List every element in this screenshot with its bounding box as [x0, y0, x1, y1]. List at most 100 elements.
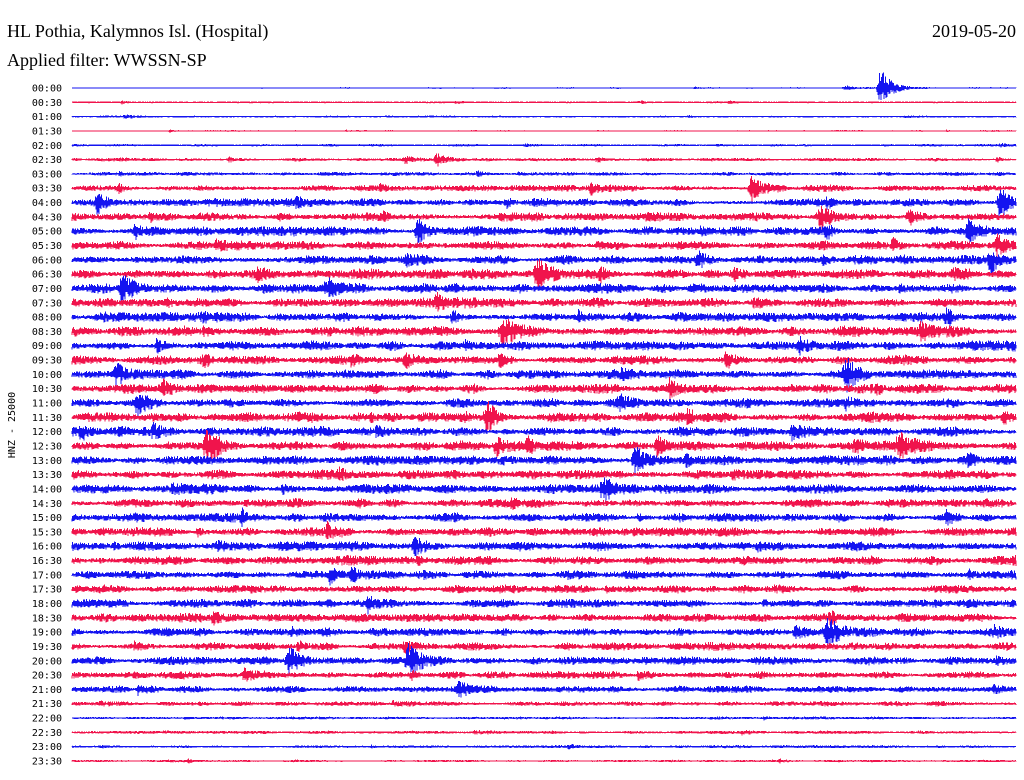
seismic-trace-1000	[71, 357, 1017, 393]
seismic-trace-0330	[71, 176, 1017, 203]
seismic-trace-0730	[71, 292, 1017, 312]
seismic-trace-2230	[71, 729, 1017, 736]
seismic-trace-1330	[71, 466, 1017, 482]
time-label: 21:00	[32, 685, 62, 696]
time-label: 06:30	[32, 270, 62, 281]
time-label: 01:30	[32, 127, 62, 138]
time-label: 08:00	[32, 313, 62, 324]
seismic-trace-1100	[71, 393, 1017, 417]
seismic-trace-0900	[71, 336, 1017, 356]
seismic-trace-1030	[71, 376, 1017, 401]
seismic-trace-2330	[71, 758, 1017, 764]
seismic-trace-2030	[71, 667, 1017, 682]
seismic-trace-0530	[71, 233, 1017, 259]
seismic-trace-1700	[71, 567, 1017, 586]
time-label: 20:30	[32, 671, 62, 682]
time-label: 14:00	[32, 484, 62, 495]
seismic-trace-1430	[71, 497, 1017, 510]
time-label: 23:30	[32, 757, 62, 768]
time-label: 11:30	[32, 413, 62, 424]
time-label: 13:00	[32, 456, 62, 467]
seismic-trace-2130	[71, 700, 1017, 707]
time-label: 10:30	[32, 384, 62, 395]
time-label: 17:30	[32, 585, 62, 596]
station-title: HL Pothia, Kalymnos Isl. (Hospital)	[7, 21, 269, 41]
time-label: 05:00	[32, 227, 62, 238]
seismic-trace-2200	[71, 716, 1017, 721]
seismic-trace-2100	[71, 680, 1017, 698]
time-label: 07:00	[32, 284, 62, 295]
seismic-trace-1630	[71, 555, 1017, 566]
time-axis-labels: 00:00 00:30 01:00 01:30 02:00 02:30 03:00 03:30…	[32, 84, 62, 768]
time-label: 14:30	[32, 499, 62, 510]
time-label: 22:00	[32, 714, 62, 725]
time-label: 05:30	[32, 241, 62, 252]
time-label: 04:30	[32, 212, 62, 223]
time-label: 21:30	[32, 699, 62, 710]
time-label: 01:00	[32, 112, 62, 123]
time-label: 19:00	[32, 628, 62, 639]
seismic-trace-0800	[71, 307, 1017, 327]
time-label: 09:30	[32, 356, 62, 367]
seismic-trace-1930	[71, 640, 1017, 655]
time-label: 03:00	[32, 169, 62, 180]
date-label: 2019-05-20	[932, 21, 1016, 41]
time-label: 19:30	[32, 642, 62, 653]
time-label: 17:00	[32, 570, 62, 581]
time-label: 02:00	[32, 141, 62, 152]
seismic-trace-0930	[71, 351, 1017, 370]
seismic-trace-1500	[71, 507, 1017, 528]
seismic-trace-0630	[71, 258, 1017, 287]
seismic-trace-1800	[71, 596, 1017, 615]
seismic-trace-0830	[71, 318, 1017, 348]
time-label: 12:00	[32, 427, 62, 438]
time-label: 07:30	[32, 298, 62, 309]
time-label: 02:30	[32, 155, 62, 166]
seismic-trace-1200	[71, 421, 1017, 442]
y-axis-label: HNZ - 25000	[7, 392, 18, 458]
time-label: 15:00	[32, 513, 62, 524]
time-label: 23:00	[32, 742, 62, 753]
time-label: 20:00	[32, 656, 62, 667]
seismic-trace-1730	[71, 584, 1017, 594]
time-label: 04:00	[32, 198, 62, 209]
time-label: 16:30	[32, 556, 62, 567]
time-label: 13:30	[32, 470, 62, 481]
seismic-trace-1900	[71, 618, 1017, 645]
seismic-trace-0230	[71, 153, 1017, 167]
seismic-trace-0430	[71, 206, 1017, 230]
seismic-trace-0000	[71, 72, 1017, 100]
time-label: 11:00	[32, 399, 62, 410]
seismic-trace-0300	[71, 170, 1017, 177]
time-label: 18:00	[32, 599, 62, 610]
time-label: 12:30	[32, 442, 62, 453]
seismic-trace-0500	[71, 218, 1017, 244]
time-label: 10:00	[32, 370, 62, 381]
seismic-trace-1300	[71, 447, 1017, 476]
seismic-trace-1130	[71, 400, 1017, 434]
time-label: 15:30	[32, 527, 62, 538]
seismic-trace-2300	[71, 744, 1017, 750]
time-label: 18:30	[32, 613, 62, 624]
time-label: 06:00	[32, 255, 62, 266]
time-label: 08:30	[32, 327, 62, 338]
seismic-trace-1230	[71, 429, 1017, 462]
time-label: 00:30	[32, 98, 62, 109]
seismic-trace-0200	[71, 142, 1017, 148]
time-label: 03:30	[32, 184, 62, 195]
seismic-trace-0030	[71, 100, 1017, 105]
time-label: 00:00	[32, 84, 62, 95]
seismic-trace-0600	[71, 250, 1017, 276]
seismic-trace-1830	[71, 610, 1017, 626]
trace-group	[71, 72, 1017, 764]
filter-label: Applied filter: WWSSN-SP	[7, 50, 207, 70]
seismic-trace-1400	[71, 477, 1017, 501]
seismic-trace-0400	[71, 189, 1017, 217]
time-label: 22:30	[32, 728, 62, 739]
seismic-trace-0100	[71, 114, 1017, 119]
seismic-trace-1600	[71, 536, 1017, 557]
time-label: 16:00	[32, 542, 62, 553]
seismic-trace-2000	[71, 643, 1017, 675]
seismic-trace-0130	[71, 129, 1017, 134]
